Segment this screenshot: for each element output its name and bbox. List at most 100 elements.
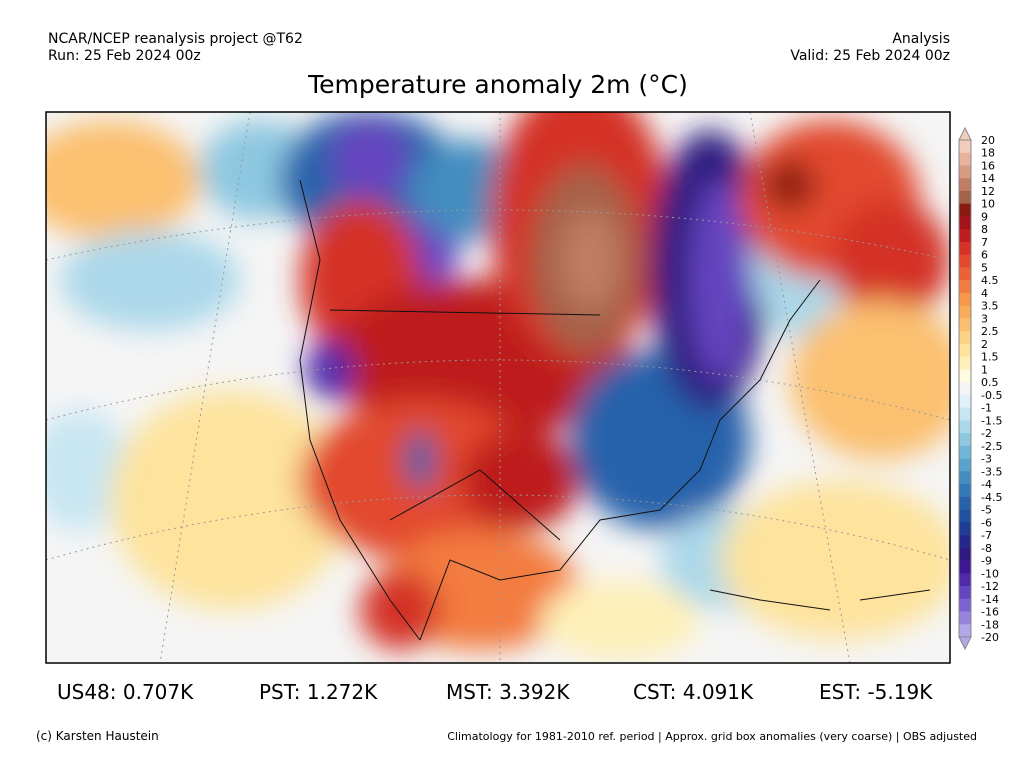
colorbar-swatch (959, 331, 971, 345)
colorbar-swatch (959, 598, 971, 612)
colorbar-frame (958, 139, 972, 638)
colorbar-swatch (959, 420, 971, 434)
colorbar-swatch (959, 318, 971, 332)
colorbar-swatch (959, 547, 971, 561)
colorbar-swatch (959, 458, 971, 472)
valid-time: Valid: 25 Feb 2024 00z (790, 48, 950, 64)
colorbar-label: -1.5 (981, 414, 1002, 427)
colorbar-label: 4.5 (981, 274, 999, 287)
colorbar-label: 3.5 (981, 300, 999, 313)
coastlines (299, 179, 931, 641)
colorbar-swatch (959, 535, 971, 549)
colorbar-label: -4 (981, 478, 992, 491)
colorbar-label: 9 (981, 210, 988, 223)
colorbar-swatch (959, 522, 971, 536)
colorbar-label: 8 (981, 223, 988, 236)
colorbar-label: -9 (981, 555, 992, 568)
colorbar-swatch (959, 496, 971, 510)
colorbar-label: -10 (981, 567, 999, 580)
colorbar-swatch (959, 216, 971, 230)
colorbar-swatch (959, 394, 971, 408)
colorbar-label: -3 (981, 453, 992, 466)
regional-stat: US48: 0.707K (57, 680, 194, 704)
colorbar-swatch (959, 165, 971, 179)
regional-stat: CST: 4.091K (633, 680, 754, 704)
colorbar-swatch (959, 254, 971, 268)
anomaly-field (46, 112, 950, 663)
colorbar-label: 12 (981, 185, 995, 198)
colorbar: 201816141210987654.543.532.521.510.5-0.5… (958, 126, 1002, 651)
run-info: Run: 25 Feb 2024 00z (48, 48, 201, 64)
colorbar-label: 2.5 (981, 325, 999, 338)
colorbar-label: -12 (981, 580, 999, 593)
colorbar-label: 16 (981, 159, 995, 172)
colorbar-label: 20 (981, 134, 995, 147)
colorbar-swatch (959, 471, 971, 485)
colorbar-swatch (959, 140, 971, 154)
colorbar-swatch (959, 573, 971, 587)
colorbar-label: -5 (981, 504, 992, 517)
colorbar-swatch (959, 190, 971, 205)
colorbar-swatch (959, 178, 971, 192)
colorbar-swatch (959, 369, 971, 383)
colorbar-label: -16 (981, 606, 999, 619)
colorbar-swatch (959, 292, 971, 306)
credit: (c) Karsten Haustein (36, 729, 159, 743)
colorbar-label: -7 (981, 529, 992, 542)
colorbar-label: -3.5 (981, 465, 1002, 478)
colorbar-swatch (959, 560, 971, 574)
colorbar-label: -2 (981, 427, 992, 440)
colorbar-swatch (959, 611, 971, 625)
analysis-label: Analysis (892, 31, 950, 47)
colorbar-label: 6 (981, 249, 988, 262)
colorbar-label: -0.5 (981, 389, 1002, 402)
colorbar-swatch (959, 203, 971, 217)
colorbar-swatch (959, 280, 971, 294)
graticule (46, 112, 950, 663)
colorbar-swatch (959, 484, 971, 498)
colorbar-swatch (959, 356, 971, 370)
colorbar-label: -8 (981, 542, 992, 555)
colorbar-swatch (959, 445, 971, 459)
colorbar-label: 1 (981, 363, 988, 376)
colorbar-swatch (959, 305, 971, 319)
colorbar-swatch (959, 267, 971, 281)
regional-stat: MST: 3.392K (446, 680, 570, 704)
colorbar-swatch (959, 241, 971, 255)
colorbar-label: 5 (981, 261, 988, 274)
colorbar-swatch (959, 382, 971, 396)
colorbar-label: -1 (981, 402, 992, 415)
colorbar-swatch (959, 229, 971, 243)
colorbar-arrow (958, 636, 972, 651)
colorbar-swatch (959, 586, 971, 600)
colorbar-swatch (959, 152, 971, 166)
colorbar-label: 4 (981, 287, 988, 300)
colorbar-swatch (959, 509, 971, 523)
colorbar-label: -6 (981, 516, 992, 529)
colorbar-swatch (959, 343, 971, 357)
colorbar-label: 7 (981, 236, 988, 249)
colorbar-label: -14 (981, 593, 999, 606)
colorbar-label: 14 (981, 172, 995, 185)
map-title: Temperature anomaly 2m (°C) (308, 70, 688, 99)
regional-stat: EST: -5.19K (819, 680, 933, 704)
colorbar-label: 10 (981, 198, 995, 211)
colorbar-swatch (959, 624, 971, 638)
colorbar-label: 2 (981, 338, 988, 351)
footer-note: Climatology for 1981-2010 ref. period | … (447, 730, 977, 743)
colorbar-label: -18 (981, 618, 999, 631)
map-frame (45, 111, 951, 664)
colorbar-arrow (958, 126, 972, 141)
colorbar-label: 18 (981, 147, 995, 160)
colorbar-label: 0.5 (981, 376, 999, 389)
colorbar-label: -2.5 (981, 440, 1002, 453)
colorbar-swatch (959, 433, 971, 447)
colorbar-swatch (959, 407, 971, 421)
colorbar-label: -4.5 (981, 491, 1002, 504)
colorbar-label: 1.5 (981, 351, 999, 364)
colorbar-label: -20 (981, 631, 999, 644)
colorbar-label: 3 (981, 312, 988, 325)
regional-stat: PST: 1.272K (259, 680, 378, 704)
